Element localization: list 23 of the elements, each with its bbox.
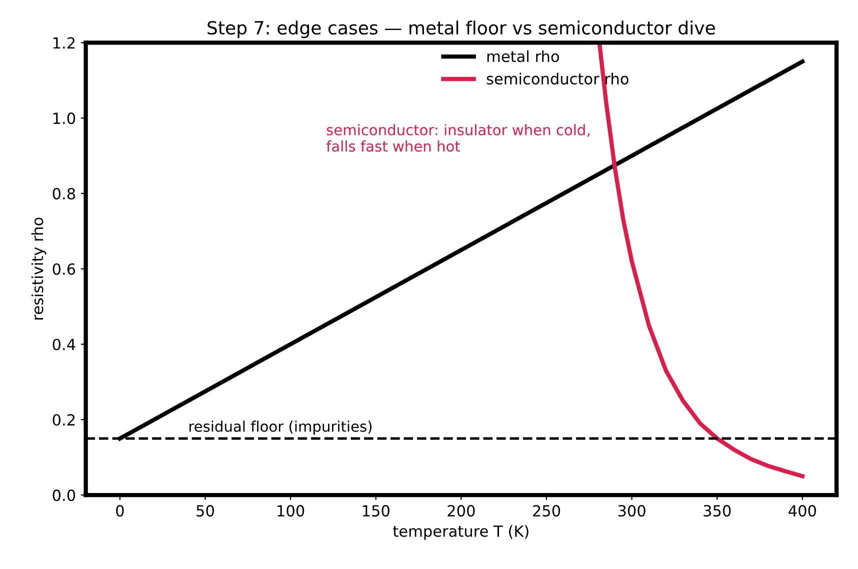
y-tick-label: 0.2 bbox=[52, 414, 75, 426]
legend-label: metal rho bbox=[487, 50, 559, 62]
x-tick-label: 400 bbox=[788, 505, 816, 517]
y-tick-label: 1.0 bbox=[53, 112, 76, 124]
x-tick-label: 350 bbox=[704, 505, 731, 517]
y-tick-label: 0.0 bbox=[52, 489, 76, 502]
x-axis-title: temperature T (K) bbox=[393, 525, 528, 540]
x-tick-label: 250 bbox=[533, 505, 560, 517]
annotation: semiconductor: insulator when cold, falls fast when hot bbox=[326, 124, 590, 152]
y-tick-label: 1.2 bbox=[53, 37, 75, 48]
x-tick-label: 50 bbox=[196, 505, 214, 517]
x-tick-label: 200 bbox=[448, 505, 475, 517]
x-tick-label: 100 bbox=[278, 505, 304, 517]
y-axis-title: resistivity rho bbox=[31, 218, 46, 320]
y-tick-label: 0.4 bbox=[52, 338, 76, 350]
x-tick-label: 300 bbox=[618, 505, 646, 517]
legend-label: semiconductor rho bbox=[486, 72, 628, 85]
annotation: residual floor (impurities) bbox=[190, 420, 372, 435]
x-tick-label: 0 bbox=[116, 505, 124, 517]
y-tick-label: 0.6 bbox=[52, 263, 76, 275]
x-tick-label: 150 bbox=[362, 505, 390, 517]
y-tick-label: 0.8 bbox=[52, 188, 76, 200]
chart-title: Step 7: edge cases — metal floor vs semiconductor dive bbox=[208, 20, 715, 38]
